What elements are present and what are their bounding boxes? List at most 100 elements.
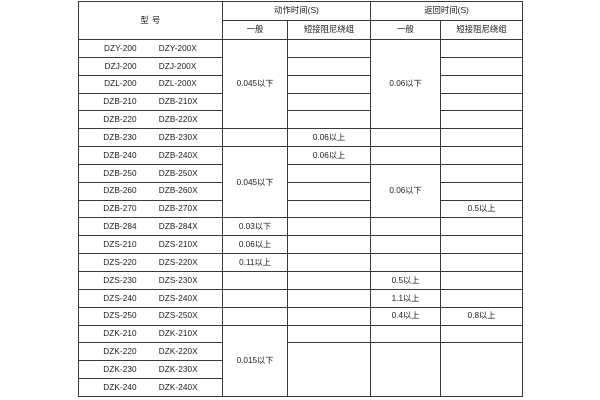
cell-action-damping [286,217,372,237]
table-row: DZS-220 DZS-220X 0.11以上 [78,253,524,272]
model-code-primary: DZK-240 [103,382,137,392]
model-code-primary: DZS-240 [103,293,137,303]
table-row: DZJ-200 DZJ-200X [78,56,524,76]
cell-action-general: 0.06以上 [222,235,288,255]
cell-action-damping [286,235,372,255]
cell-action-damping: 0.06以上 [286,146,372,165]
relay-timing-specification-table: 型 号 动作时间(S) 返回时间(S) 一般 短接阻尼绕组 一般 短接阻尼绕组 … [78,1,524,397]
cell-action-damping [286,306,372,326]
cell-model: DZB-260 DZB-260X [78,181,223,201]
cell-return-general: 0.5以上 [370,270,442,290]
model-code-primary: DZK-230 [103,364,137,374]
model-code-primary: DZY-200 [104,43,137,53]
table-header-row-2: 一般 短接阻尼绕组 一般 短接阻尼绕组 [79,20,524,40]
cell-return-general [370,217,442,237]
column-header-return-damping: 短接阻尼绕组 [440,20,524,40]
cell-action-damping [286,110,372,130]
table-row: DZB-260 DZB-260X [78,181,524,201]
model-code-variant: DZK-240X [158,382,198,392]
cell-return-damping [440,56,524,76]
cell-action-damping [286,270,372,290]
table-row: DZB-210 DZB-210X [78,92,524,112]
cell-action-general [222,270,288,290]
cell-action-general: 0.045以下 [222,38,288,130]
model-code-variant: DZS-230X [158,275,198,285]
model-code-variant: DZS-210X [158,239,198,249]
cell-return-damping: 0.8以上 [440,306,524,326]
column-header-model: 型 号 [78,1,223,40]
model-code-variant: DZB-284X [158,222,198,232]
model-code-primary: DZB-250 [103,168,137,178]
cell-model: DZL-200 DZL-200X [78,74,223,94]
table-row: DZK-220 DZK-220X [78,342,524,397]
cell-return-damping [440,128,524,148]
cell-model: DZJ-200 DZJ-200X [78,56,223,76]
cell-action-general: 0.015以下 [222,324,288,397]
cell-model: DZS-210 DZS-210X [78,235,223,255]
column-header-action-time: 动作时间(S) [221,1,372,21]
cell-model: DZK-240 DZK-240X [78,378,223,397]
cell-action-damping [286,92,372,112]
cell-return-general: 0.4以上 [370,306,442,326]
cell-action-damping [286,56,372,76]
cell-return-general: 1.1以上 [370,288,442,308]
model-code-primary: DZB-230 [103,132,137,142]
cell-action-damping [286,253,372,272]
column-header-action-general: 一般 [222,20,288,40]
model-code-primary: DZB-240 [103,150,137,160]
cell-action-damping [286,199,372,219]
cell-model: DZS-220 DZS-220X [78,253,223,272]
table-row: DZB-220 DZB-220X [78,110,524,130]
model-code-primary: DZK-210 [103,329,137,339]
table-row: DZL-200 DZL-200X [78,74,524,94]
model-code-primary: DZS-250 [103,311,137,321]
cell-model: DZB-220 DZB-220X [78,110,223,130]
cell-model: DZS-250 DZS-250X [78,306,223,326]
specification-table-container: 型 号 动作时间(S) 返回时间(S) 一般 短接阻尼绕组 一般 短接阻尼绕组 … [78,1,524,398]
table-row: DZS-240 DZS-240X 1.1以上 [78,288,524,308]
column-header-return-general: 一般 [370,20,442,40]
model-code-primary: DZS-220 [103,257,137,267]
model-code-variant: DZB-210X [158,97,198,107]
model-code-variant: DZK-230X [158,364,198,374]
cell-model: DZB-284 DZB-284X [78,217,223,237]
model-code-variant: DZS-250X [158,311,198,321]
cell-return-damping [440,217,524,237]
model-code-variant: DZK-220X [158,347,198,357]
cell-action-damping [286,342,372,397]
model-code-variant: DZB-260X [158,186,198,196]
cell-action-general [222,306,288,326]
cell-model: DZY-200 DZY-200X [78,39,223,58]
table-row: DZB-270 DZB-270X 0.5以上 [78,199,524,219]
cell-model: DZB-230 DZB-230X [78,128,223,148]
cell-return-damping [440,110,524,130]
table-row: DZB-230 DZB-230X 0.06以上 [78,128,524,148]
table-row: DZS-230 DZS-230X 0.5以上 [78,270,524,290]
model-code-variant: DZJ-200X [158,61,197,71]
model-code-variant: DZS-220X [158,257,198,267]
model-code-variant: DZB-250X [158,168,198,178]
cell-action-general [222,128,288,148]
cell-return-general: 0.06以下 [370,38,442,130]
cell-action-damping [286,181,372,201]
cell-return-general [370,324,442,344]
model-code-primary: DZS-230 [103,275,137,285]
cell-model: DZK-220 DZK-220X [78,342,223,362]
table-row: DZK-240 DZK-240X [78,378,523,397]
cell-action-general [222,288,288,308]
cell-action-general: 0.03以下 [222,217,288,237]
model-code-primary: DZB-260 [103,186,137,196]
cell-return-damping [440,146,524,165]
model-code-primary: DZB-220 [103,115,137,125]
cell-model: DZK-230 DZK-230X [78,360,223,380]
model-code-primary: DZK-220 [103,347,137,357]
cell-action-damping [286,39,372,58]
table-row: DZS-210 DZS-210X 0.06以上 [78,235,524,255]
column-header-return-time: 返回时间(S) [370,1,524,21]
cell-action-damping: 0.06以上 [286,128,372,148]
model-code-primary: DZL-200 [104,79,137,89]
cell-return-general [370,342,442,397]
cell-return-general [370,128,442,148]
model-code-variant: DZS-240X [158,293,198,303]
cell-action-damping [286,163,372,183]
